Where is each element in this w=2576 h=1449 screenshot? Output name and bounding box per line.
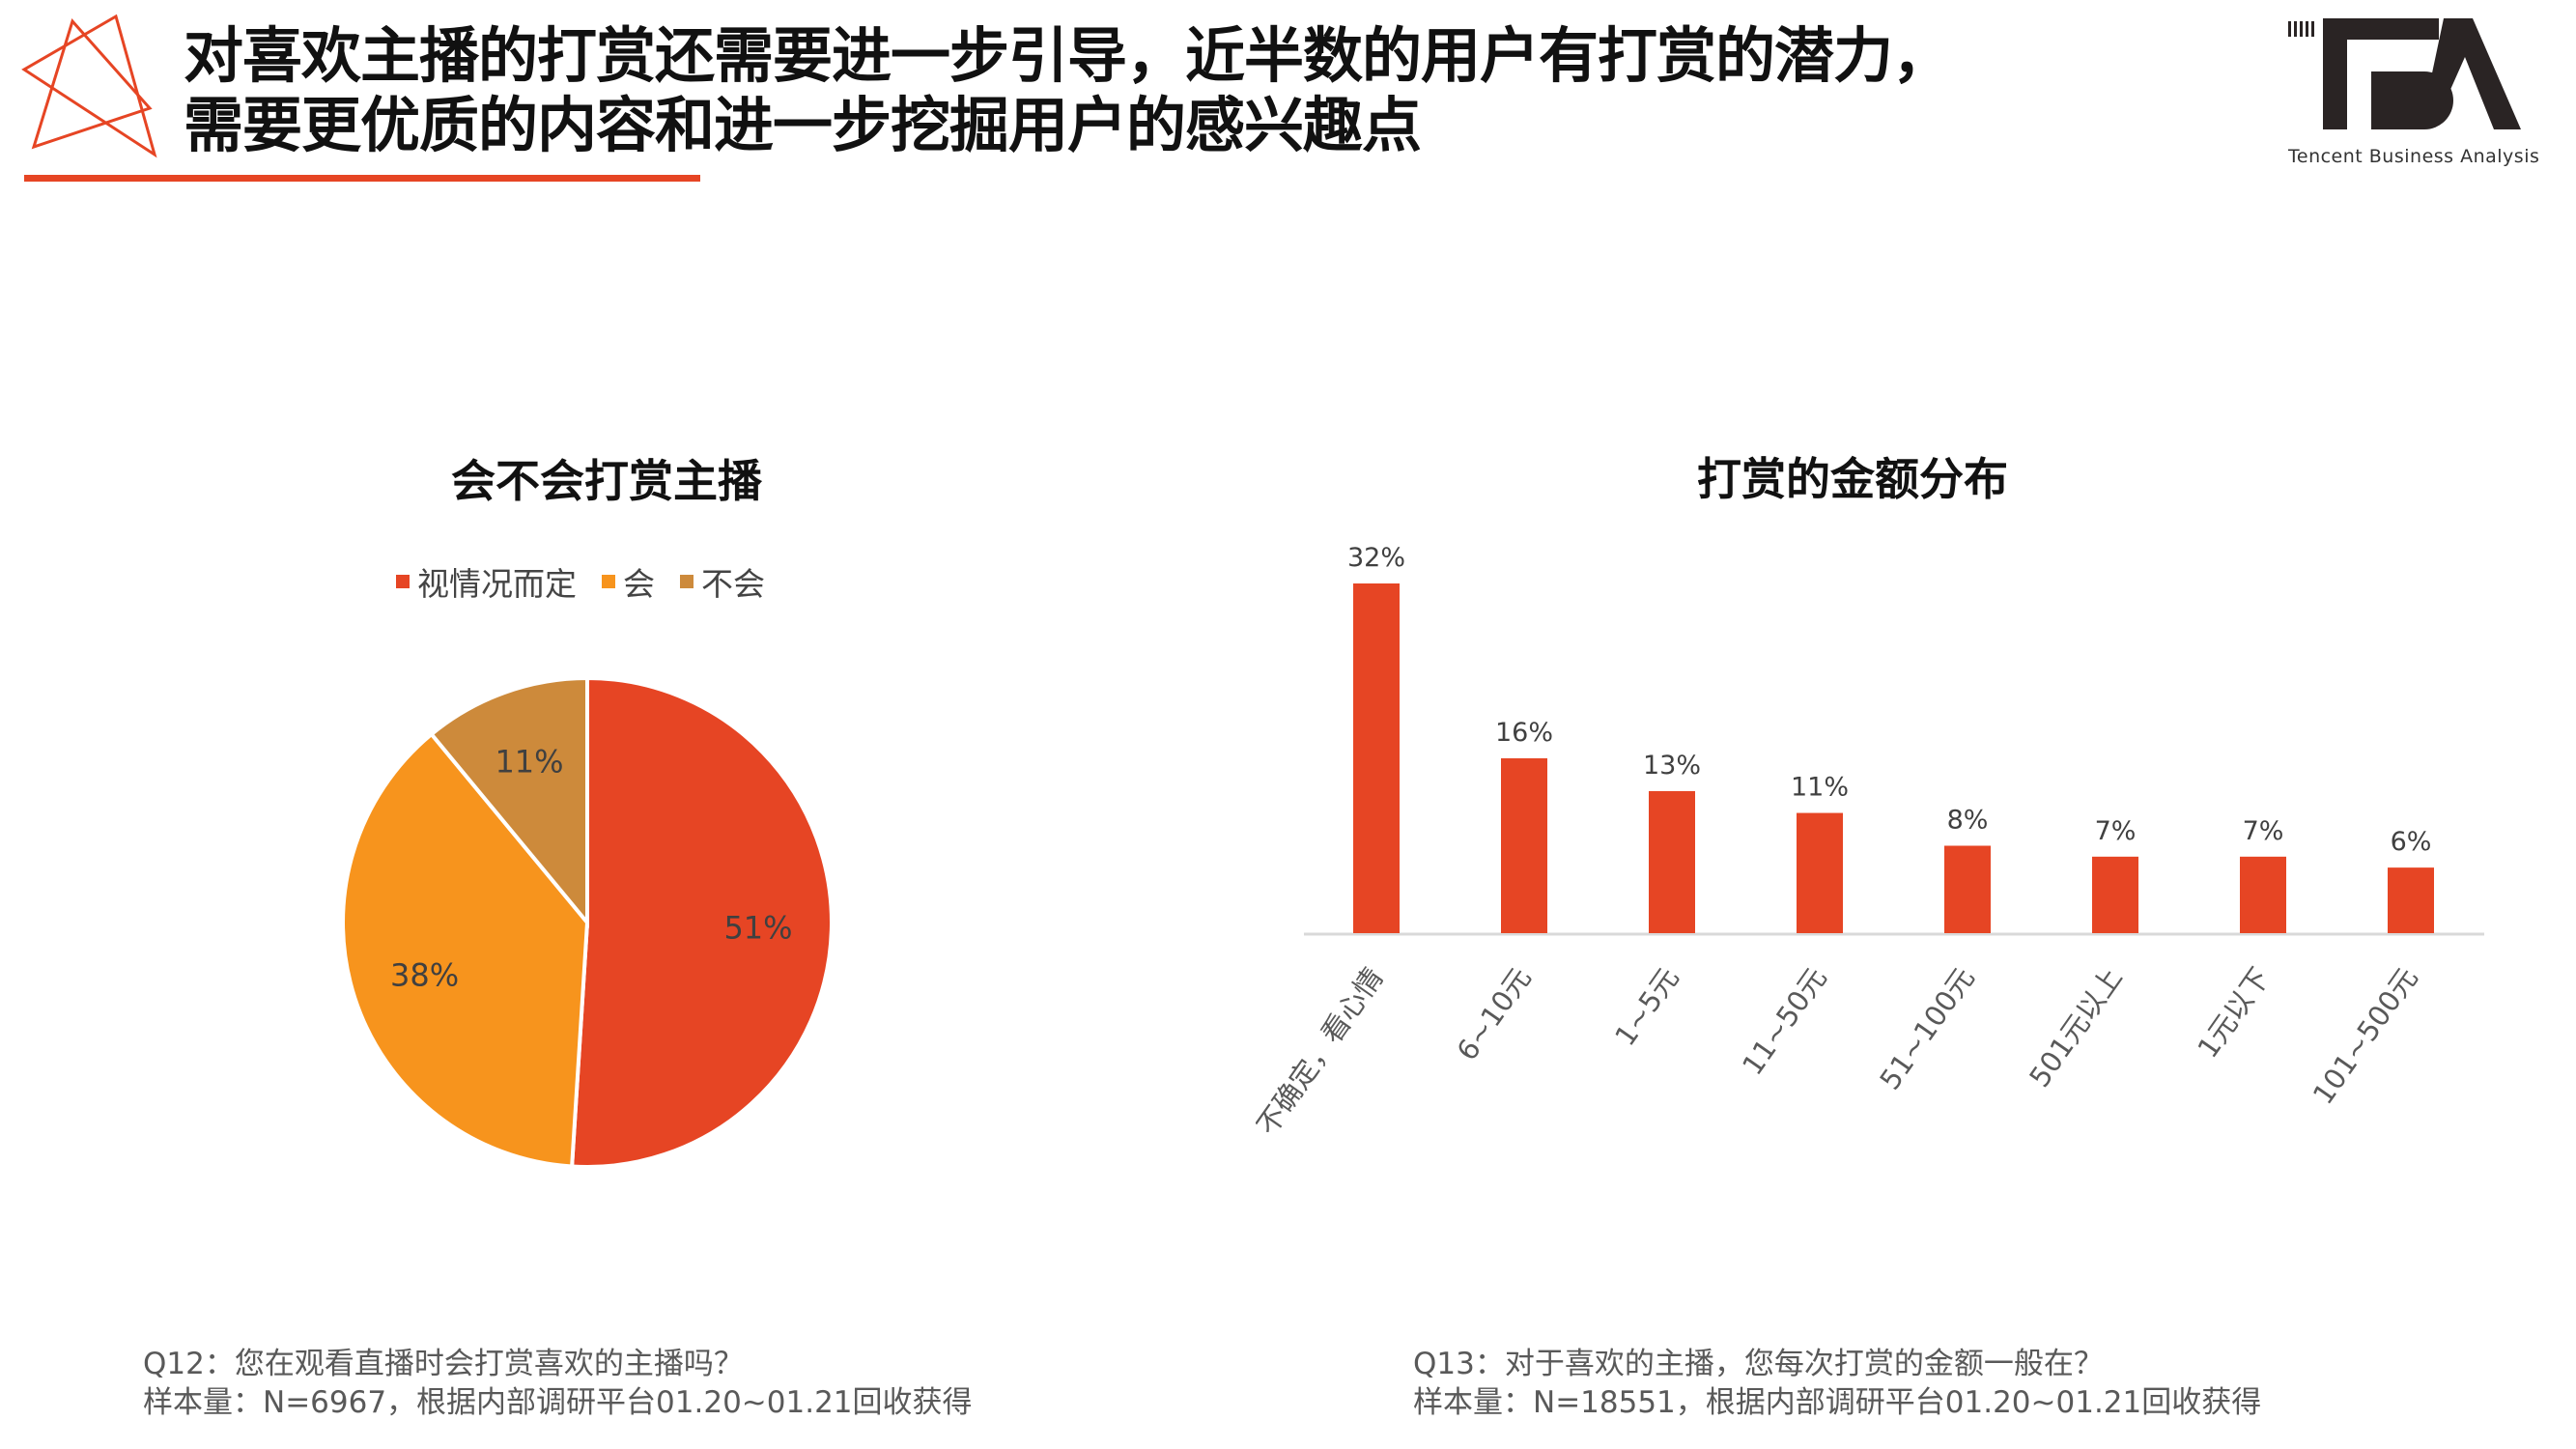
bar-data-label: 16% (1495, 718, 1553, 748)
x-tick-label: 51~100元 (1873, 962, 1980, 1096)
bar-data-label: 6% (2391, 827, 2432, 857)
legend-label: 视情况而定 (417, 565, 577, 603)
pie-chart: 51% 38% 11% (341, 675, 834, 1169)
x-tick-label: 501元以上 (2023, 962, 2129, 1094)
x-tick-label: 11~50元 (1736, 962, 1833, 1082)
x-tick-label: 1元以下 (2191, 962, 2276, 1065)
pie-legend: 视情况而定 会 不会 (396, 558, 765, 605)
footnote-left: Q12：您在观看直播时会打赏喜欢的主播吗？ 样本量：N=6967，根据内部调研平… (143, 1345, 973, 1422)
bar (1944, 845, 1991, 933)
pie-slice (428, 675, 589, 928)
footnote-question: Q13：对于喜欢的主播，您每次打赏的金额一般在？ (1413, 1347, 2104, 1381)
pie-data-label: 11% (495, 743, 563, 780)
legend-swatch (396, 575, 410, 588)
legend-label: 会 (623, 565, 655, 603)
x-tick-label: 101~500元 (2307, 962, 2424, 1111)
bar (2240, 856, 2286, 933)
pie-data-label: 38% (390, 957, 459, 994)
tba-logo-icon (2288, 18, 2521, 129)
pie-data-label: 51% (723, 910, 792, 947)
bar-data-label: 13% (1643, 751, 1701, 781)
bar-data-label: 8% (1947, 806, 1989, 836)
bar (1649, 790, 1695, 933)
footnote-right: Q13：对于喜欢的主播，您每次打赏的金额一般在？ 样本量：N=18551，根据内… (1413, 1345, 2261, 1422)
legend-swatch (602, 575, 615, 588)
bar-data-label: 7% (2095, 816, 2137, 846)
bar (2092, 856, 2138, 933)
bar (1797, 812, 1843, 933)
pie-chart-title: 会不会打赏主播 (451, 455, 762, 507)
x-tick-label: 1~5元 (1608, 962, 1685, 1052)
x-tick-label: 不确定，看心情 (1256, 962, 1390, 1142)
bar (2388, 867, 2434, 933)
tba-logo: Tencent Business Analysis (2284, 14, 2555, 168)
title-line-2: 需要更优质的内容和进一步挖掘用户的感兴趣点 (184, 90, 1422, 160)
legend-label: 不会 (701, 565, 765, 603)
legend-item: 不会 (680, 558, 765, 605)
bar-data-label: 32% (1347, 543, 1405, 573)
bar-data-label: 11% (1791, 773, 1849, 803)
bar (1353, 583, 1400, 933)
title-line-1: 对喜欢主播的打赏还需要进一步引导，近半数的用户有打赏的潜力， (184, 20, 1952, 91)
pie-slice (569, 675, 834, 1169)
triangle-logo-icon (21, 14, 157, 158)
logo-subtitle: Tencent Business Analysis (2288, 146, 2540, 167)
bar (1501, 758, 1547, 933)
bar-data-label: 7% (2243, 816, 2284, 846)
legend-item: 会 (602, 558, 655, 605)
footnote-question: Q12：您在观看直播时会打赏喜欢的主播吗？ (143, 1347, 744, 1381)
legend-item: 视情况而定 (396, 558, 577, 605)
pie-slice (341, 731, 590, 1169)
footnote-sample: 样本量：N=18551，根据内部调研平台01.20~01.21回收获得 (1413, 1385, 2262, 1420)
footnote-sample: 样本量：N=6967，根据内部调研平台01.20~01.21回收获得 (143, 1385, 973, 1420)
legend-swatch (680, 575, 694, 588)
bar-chart-title: 打赏的金额分布 (1697, 453, 2008, 505)
page-title: 对喜欢主播的打赏还需要进一步引导，近半数的用户有打赏的潜力， 需要更优质的内容和… (184, 20, 1952, 160)
title-underline (24, 175, 700, 182)
bar-chart: 32% 不确定，看心情 16% 6~10元 13% 1~5元 11% 11~50元 8% 51~1… (1256, 543, 2484, 1142)
x-tick-label: 6~10元 (1451, 962, 1538, 1067)
